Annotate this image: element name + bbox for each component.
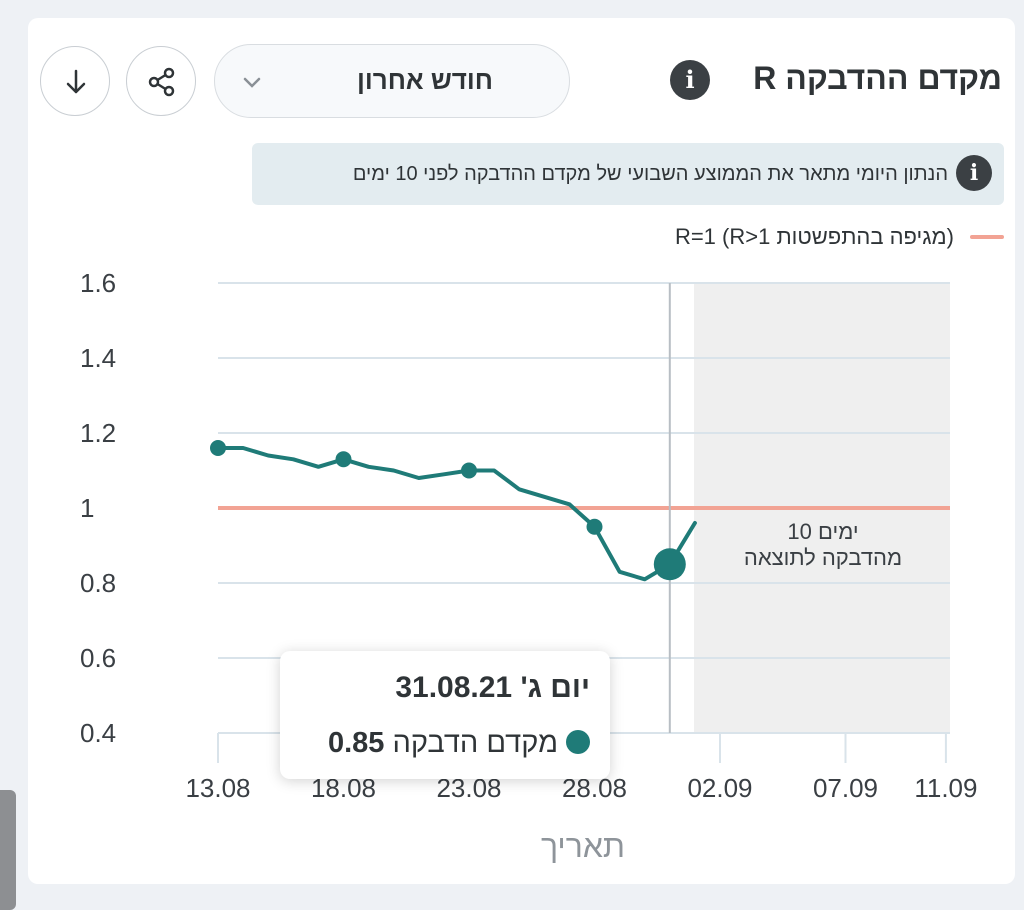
- y-tick-label: 0.6: [80, 643, 116, 673]
- y-tick-label: 1.2: [80, 418, 116, 448]
- tooltip-series-dot: [566, 730, 590, 754]
- forecast-label-line1: 10 ימים: [787, 519, 858, 544]
- info-note: i הנתון היומי מתאר את הממוצע השבועי של מ…: [252, 143, 1004, 205]
- data-point: [335, 451, 352, 468]
- data-point: [210, 440, 226, 456]
- period-select[interactable]: חודש אחרון: [214, 44, 570, 118]
- share-icon: [148, 67, 175, 97]
- x-tick-label: 13.08: [185, 773, 250, 803]
- x-tick-label: 11.09: [914, 773, 977, 803]
- x-tick-label: 07.09: [813, 773, 878, 803]
- highlight-point: [653, 548, 686, 581]
- download-button[interactable]: [40, 46, 110, 116]
- tooltip: יום ג' 31.08.21 מקדם הדבקה 0.85: [280, 651, 610, 779]
- data-point: [586, 518, 603, 535]
- period-select-label: חודש אחרון: [357, 65, 493, 95]
- y-tick-label: 1.6: [80, 268, 116, 298]
- legend-threshold-swatch: [970, 235, 1004, 239]
- info-icon[interactable]: i: [670, 60, 710, 100]
- y-tick-label: 0.4: [80, 718, 116, 748]
- x-axis-title: תאריך: [541, 828, 625, 864]
- x-tick-label: 02.09: [687, 773, 752, 803]
- y-tick-label: 1: [80, 493, 94, 523]
- data-point: [461, 462, 477, 479]
- chart-title: מקדם ההדבקה R: [753, 60, 1002, 96]
- tooltip-value-row: מקדם הדבקה 0.85: [328, 727, 590, 760]
- info-icon: i: [956, 155, 992, 191]
- info-note-text: הנתון היומי מתאר את הממוצע השבועי של מקד…: [352, 163, 948, 185]
- chevron-down-icon: [243, 77, 261, 88]
- legend-threshold-label: R=1 (R>1 מגיפה בהתפשטות): [674, 224, 954, 249]
- scrollbar-thumb[interactable]: [0, 790, 16, 910]
- tooltip-series-label: מקדם הדבקה: [392, 727, 558, 759]
- y-tick-label: 1.4: [80, 343, 116, 373]
- tooltip-date: יום ג' 31.08.21: [395, 671, 590, 704]
- tooltip-value: 0.85: [327, 727, 385, 759]
- series-line: [216, 446, 697, 582]
- y-tick-label: 0.8: [80, 568, 116, 598]
- download-icon: [66, 69, 86, 94]
- forecast-label-line2: מהדבקה לתוצאה: [744, 545, 902, 570]
- share-button[interactable]: [126, 46, 196, 116]
